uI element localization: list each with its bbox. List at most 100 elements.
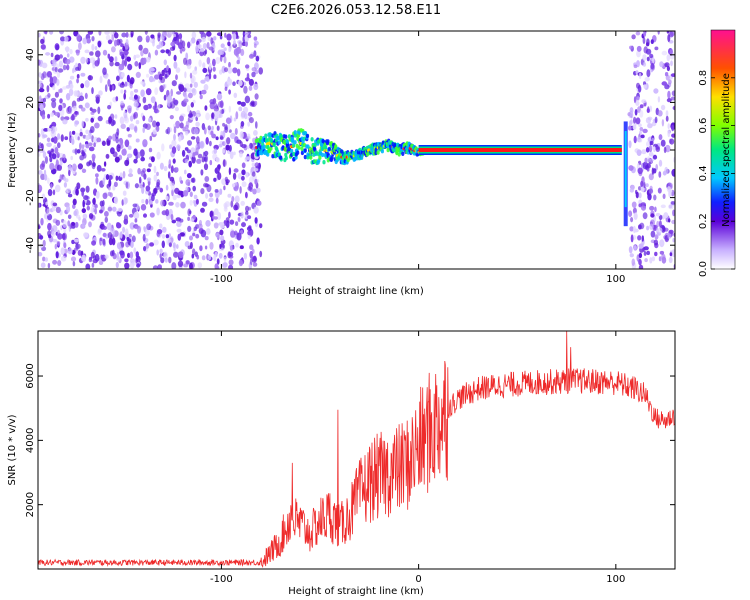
noise-speckle bbox=[153, 105, 158, 114]
noise-speckle bbox=[175, 67, 181, 73]
noise-speckle bbox=[39, 244, 44, 248]
noise-speckle bbox=[235, 242, 239, 248]
noise-speckle bbox=[671, 249, 675, 258]
noise-speckle bbox=[227, 193, 232, 198]
noise-speckle bbox=[240, 121, 245, 127]
noise-speckle bbox=[80, 56, 86, 64]
noise-speckle bbox=[42, 256, 46, 262]
noise-speckle bbox=[649, 105, 653, 112]
noise-speckle bbox=[85, 117, 89, 122]
noise-speckle bbox=[89, 57, 96, 64]
noise-speckle bbox=[187, 225, 192, 232]
noise-speckle bbox=[123, 111, 128, 119]
noise-speckle bbox=[657, 227, 663, 234]
noise-speckle bbox=[133, 211, 140, 219]
noise-speckle bbox=[143, 104, 149, 111]
noise-speckle bbox=[62, 86, 67, 90]
noise-speckle bbox=[89, 51, 94, 56]
noise-speckle bbox=[156, 179, 161, 187]
noise-speckle bbox=[159, 253, 162, 259]
noise-speckle bbox=[639, 104, 644, 109]
noise-speckle bbox=[642, 36, 646, 45]
noise-speckle bbox=[152, 129, 157, 135]
noise-speckle bbox=[228, 251, 234, 257]
noise-speckle bbox=[247, 111, 253, 117]
noise-speckle bbox=[130, 240, 134, 248]
noise-speckle bbox=[192, 185, 196, 192]
noise-speckle bbox=[59, 54, 63, 59]
noise-speckle bbox=[237, 216, 241, 221]
noise-speckle bbox=[668, 204, 673, 209]
noise-speckle bbox=[116, 144, 121, 153]
noise-speckle bbox=[206, 228, 211, 235]
noise-speckle bbox=[188, 160, 192, 168]
noise-speckle bbox=[47, 113, 51, 119]
signal-blob bbox=[334, 144, 338, 149]
signal-blob bbox=[279, 155, 283, 160]
noise-speckle bbox=[84, 92, 88, 99]
noise-speckle bbox=[148, 147, 153, 153]
noise-speckle bbox=[41, 62, 48, 69]
signal-blob bbox=[340, 149, 344, 154]
signal-blob bbox=[269, 146, 273, 151]
noise-speckle bbox=[142, 127, 145, 133]
noise-speckle bbox=[189, 241, 193, 249]
noise-speckle bbox=[630, 234, 634, 243]
noise-speckle bbox=[95, 191, 100, 199]
noise-speckle bbox=[84, 102, 90, 109]
noise-speckle bbox=[259, 250, 263, 258]
noise-speckle bbox=[235, 111, 239, 120]
noise-speckle bbox=[57, 68, 64, 73]
noise-speckle bbox=[91, 153, 96, 160]
noise-speckle bbox=[111, 85, 115, 91]
noise-speckle bbox=[43, 127, 49, 132]
noise-speckle bbox=[238, 106, 243, 112]
noise-speckle bbox=[119, 82, 125, 88]
noise-speckle bbox=[655, 212, 661, 217]
noise-speckle bbox=[672, 105, 675, 111]
noise-speckle bbox=[153, 174, 158, 182]
noise-speckle bbox=[253, 206, 259, 214]
y-tick-label: 4000 bbox=[25, 428, 36, 453]
noise-speckle bbox=[665, 115, 669, 122]
noise-speckle bbox=[239, 131, 244, 139]
noise-speckle bbox=[629, 253, 634, 258]
noise-speckle bbox=[54, 243, 57, 250]
noise-speckle bbox=[667, 123, 670, 130]
noise-speckle bbox=[81, 189, 85, 197]
noise-speckle bbox=[154, 74, 160, 80]
noise-speckle bbox=[192, 248, 196, 256]
noise-speckle bbox=[74, 148, 78, 155]
noise-speckle bbox=[189, 218, 195, 222]
noise-speckle bbox=[199, 31, 204, 35]
noise-speckle bbox=[171, 80, 177, 87]
noise-speckle bbox=[184, 83, 191, 89]
noise-speckle bbox=[635, 189, 638, 195]
noise-speckle bbox=[169, 101, 176, 109]
noise-speckle bbox=[223, 47, 227, 52]
noise-speckle bbox=[197, 262, 203, 269]
noise-speckle bbox=[221, 262, 228, 269]
noise-speckle bbox=[112, 206, 117, 212]
noise-speckle bbox=[81, 151, 86, 157]
noise-speckle bbox=[155, 199, 159, 204]
noise-speckle bbox=[115, 96, 119, 102]
noise-speckle bbox=[641, 99, 647, 104]
noise-speckle bbox=[143, 213, 147, 218]
noise-speckle bbox=[134, 218, 138, 223]
noise-speckle bbox=[46, 208, 51, 216]
noise-speckle bbox=[657, 110, 663, 117]
y-tick-label: 20 bbox=[25, 96, 36, 109]
noise-speckle bbox=[141, 186, 145, 194]
noise-speckle bbox=[234, 195, 240, 203]
noise-speckle bbox=[642, 128, 648, 134]
noise-speckle bbox=[229, 219, 235, 225]
noise-speckle bbox=[59, 31, 64, 35]
noise-speckle bbox=[171, 262, 177, 269]
noise-speckle bbox=[245, 210, 249, 216]
noise-speckle bbox=[210, 130, 214, 136]
noise-speckle bbox=[642, 212, 648, 220]
noise-speckle bbox=[145, 88, 152, 96]
noise-speckle bbox=[649, 53, 654, 59]
noise-speckle bbox=[146, 223, 152, 231]
